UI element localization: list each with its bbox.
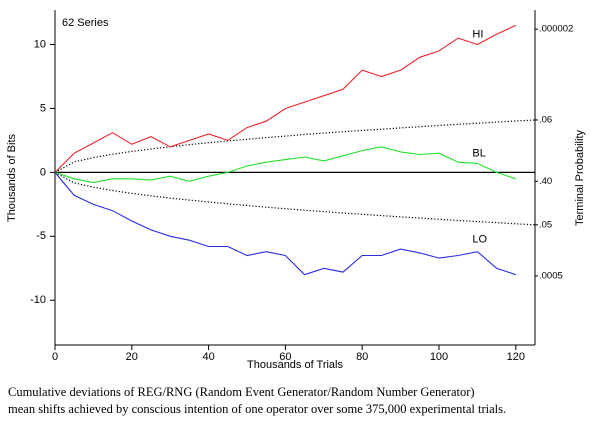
series-label: HI: [472, 28, 483, 40]
y2-tick-label: .05: [539, 219, 552, 230]
series-line: [54, 172, 516, 276]
series-line: [54, 146, 516, 184]
x-tick-label: 120: [507, 351, 525, 363]
series-label: LO: [472, 234, 487, 246]
y2-axis-title: Terminal Probability: [574, 130, 586, 226]
x-tick-label: 100: [430, 351, 448, 363]
y-tick-label: 5: [40, 102, 46, 114]
x-axis-title: Thousands of Trials: [247, 359, 343, 371]
series-line: [54, 24, 517, 173]
reference-curve: [54, 171, 536, 226]
reference-curve: [54, 119, 536, 173]
x-tick-label: 60: [279, 351, 291, 363]
y2-tick-label: .0005: [539, 270, 563, 281]
x-tick-label: 20: [126, 351, 138, 363]
annotation: 62 Series: [62, 17, 109, 29]
series-label: BL: [472, 147, 485, 159]
x-tick-label: 40: [202, 351, 214, 363]
y-tick-label: -5: [36, 230, 46, 242]
y-tick-label: 10: [34, 38, 46, 50]
y2-tick-label: .06: [539, 114, 552, 125]
x-tick-label: 80: [356, 351, 368, 363]
y-tick-label: 0: [40, 166, 46, 178]
x-tick-label: 0: [52, 351, 58, 363]
y-axis-title: Thousands of Bits: [6, 133, 18, 222]
y2-tick-label: .40: [539, 176, 552, 187]
caption-line: Cumulative deviations of REG/RNG (Random…: [8, 385, 475, 399]
y-tick-label: -10: [30, 294, 46, 306]
caption-line: mean shifts achieved by conscious intent…: [8, 402, 506, 416]
y2-tick-label: .000002: [539, 24, 573, 35]
